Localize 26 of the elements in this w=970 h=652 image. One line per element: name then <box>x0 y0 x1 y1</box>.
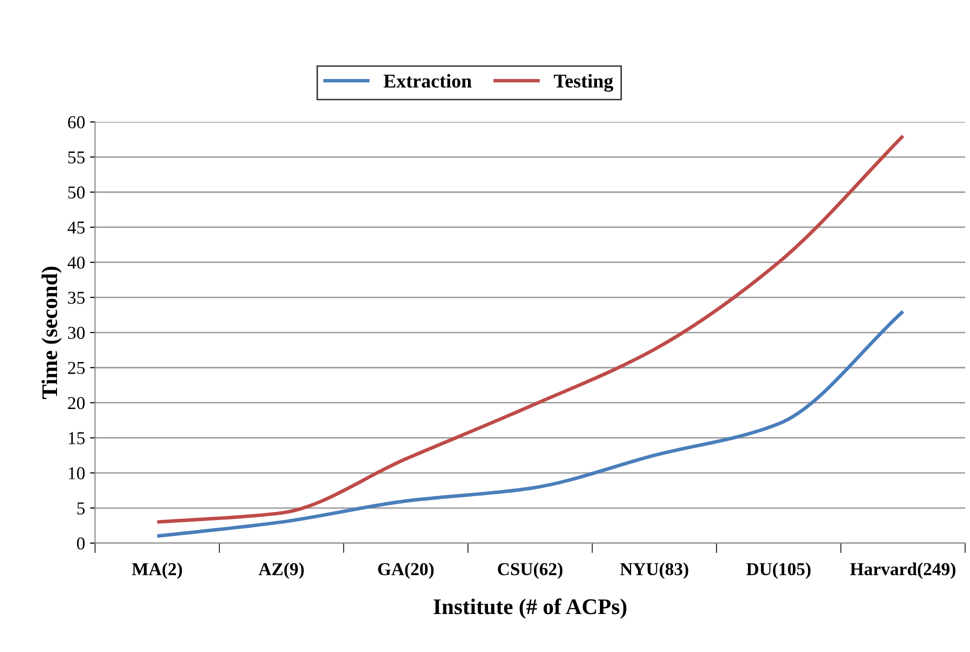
x-tick-label: MA(2) <box>132 562 182 579</box>
x-tick-label: DU(105) <box>746 562 810 579</box>
x-axis-title: Institute (# of ACPs) <box>434 598 626 619</box>
y-tick-label: 50 <box>68 186 85 199</box>
line-series <box>155 310 905 538</box>
x-tick-label: NYU(83) <box>620 562 688 579</box>
line-series <box>155 134 905 524</box>
x-tick-label: GA(20) <box>378 562 434 579</box>
legend-label: Extraction <box>384 74 472 88</box>
y-tick-label: 35 <box>68 292 85 304</box>
y-tick-label: 30 <box>68 326 85 339</box>
y-tick-label: 45 <box>68 222 85 234</box>
x-tick-label: Harvard(249) <box>850 562 956 579</box>
x-tick-label: AZ(9) <box>258 562 304 579</box>
y-tick-label: 55 <box>68 151 85 164</box>
y-tick-label: 10 <box>68 467 85 480</box>
y-tick-label: 40 <box>68 256 85 269</box>
y-tick-label: 15 <box>68 432 85 444</box>
legend-label: Testing <box>554 74 614 92</box>
y-tick-label: 20 <box>68 396 85 410</box>
y-axis-title: Time (second) <box>42 266 62 399</box>
y-tick-label: 60 <box>68 116 85 128</box>
y-tick-label: 5 <box>77 502 85 514</box>
y-tick-label: 25 <box>68 362 85 374</box>
y-tick-label: 0 <box>77 537 85 550</box>
x-tick-label: CSU(62) <box>498 562 562 579</box>
